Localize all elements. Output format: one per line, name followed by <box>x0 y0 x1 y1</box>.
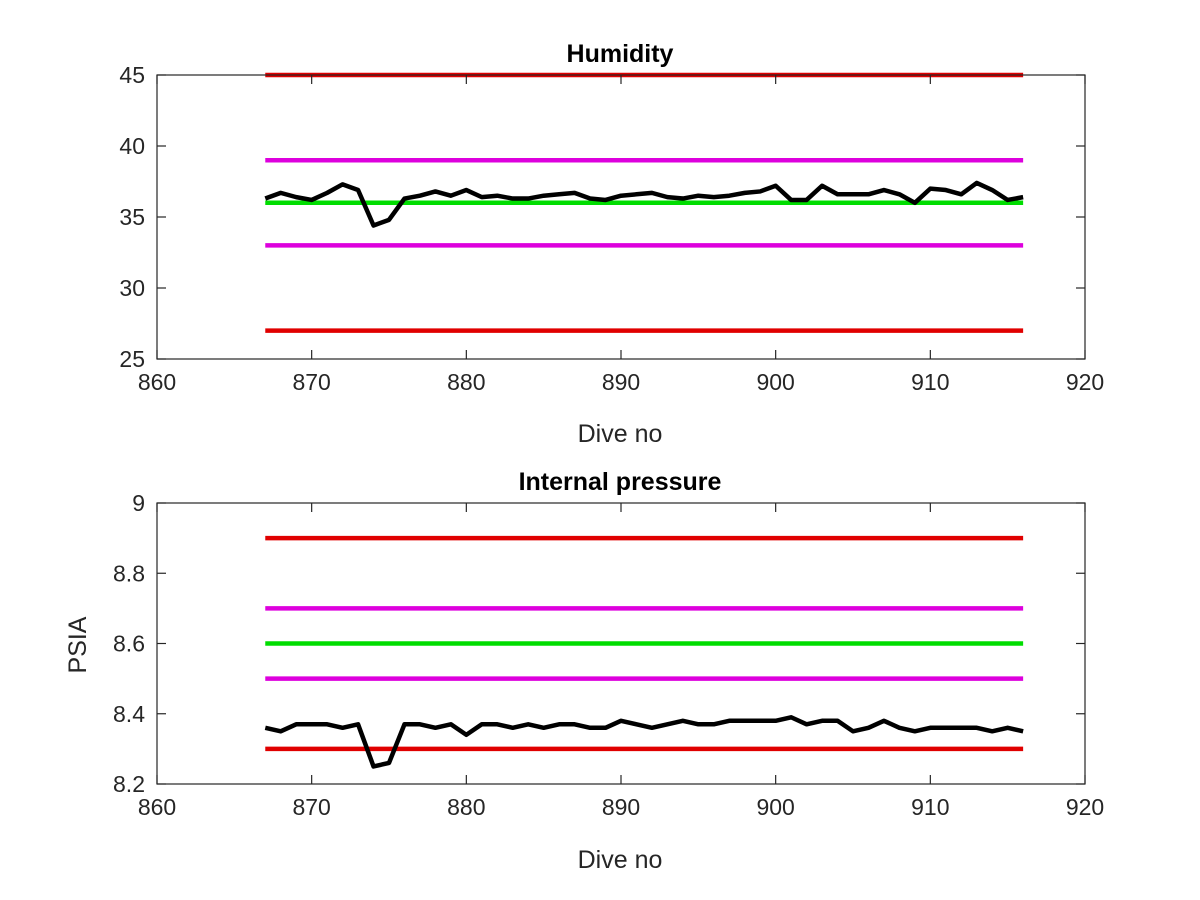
humidity-x-tick-label: 890 <box>602 369 640 395</box>
humidity-y-tick-label: 30 <box>119 275 145 301</box>
humidity-x-axis-label: Dive no <box>578 420 663 448</box>
pressure-x-tick-label: 910 <box>911 794 949 820</box>
pressure-x-tick-label: 860 <box>138 794 176 820</box>
pressure-x-tick-label: 920 <box>1066 794 1104 820</box>
pressure-x-tick-label: 890 <box>602 794 640 820</box>
humidity-y-tick-label: 35 <box>119 204 145 230</box>
pressure-y-tick-label: 8.6 <box>113 631 145 657</box>
humidity-x-tick-label: 880 <box>447 369 485 395</box>
internal-pressure-y-axis-label: PSIA <box>64 616 92 673</box>
pressure-x-tick-label: 870 <box>292 794 330 820</box>
internal-pressure-plot-title: Internal pressure <box>519 468 722 496</box>
humidity-y-tick-label: 25 <box>119 346 145 372</box>
internal-pressure-plot: Internal pressure Dive no PSIA 860 870 880… <box>64 468 1104 874</box>
pressure-y-tick-label: 8.2 <box>113 771 145 797</box>
humidity-x-tick-label: 870 <box>292 369 330 395</box>
pressure-x-tick-label: 900 <box>756 794 794 820</box>
pressure-measured-line <box>264 715 1024 769</box>
pressure-y-tick-label: 8.8 <box>113 560 145 586</box>
internal-pressure-x-axis-label: Dive no <box>578 846 663 874</box>
humidity-y-tick-label: 40 <box>119 133 145 159</box>
humidity-plot-title: Humidity <box>567 40 674 68</box>
humidity-measured-line <box>264 180 1024 228</box>
humidity-plot: Humidity Dive no 860 870 880 890 900 910 920 25… <box>119 40 1104 448</box>
humidity-x-tick-label: 900 <box>756 369 794 395</box>
humidity-y-tick-label: 45 <box>119 62 145 88</box>
pressure-y-tick-label: 8.4 <box>113 701 145 727</box>
pressure-y-tick-label: 9 <box>132 490 145 516</box>
pressure-x-tick-label: 880 <box>447 794 485 820</box>
humidity-x-tick-label: 910 <box>911 369 949 395</box>
humidity-x-tick-label: 860 <box>138 369 176 395</box>
humidity-x-tick-label: 920 <box>1066 369 1104 395</box>
